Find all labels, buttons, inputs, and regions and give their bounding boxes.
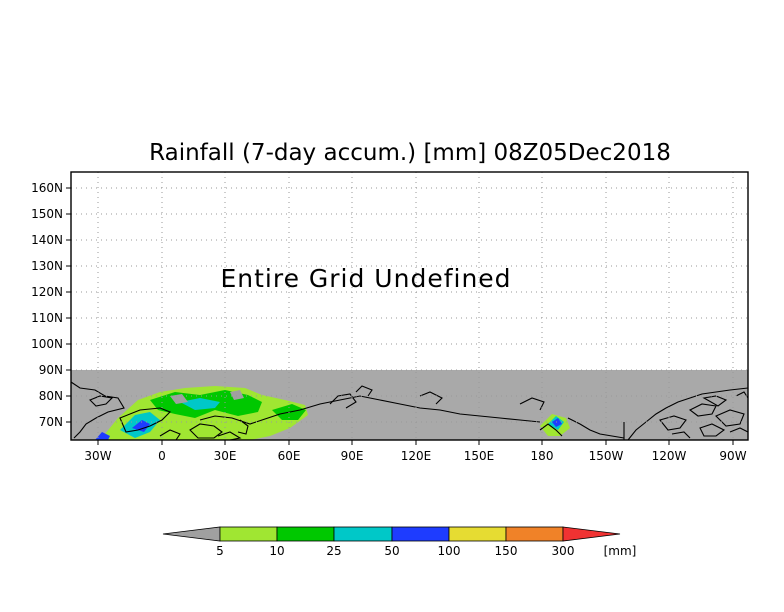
- colorbar-swatch: [219, 526, 278, 542]
- x-tick-label: 60E: [278, 449, 301, 463]
- y-tick-label: 130N: [31, 259, 63, 273]
- undefined-grid-message: Entire Grid Undefined: [220, 264, 511, 293]
- x-tick-label: 90E: [341, 449, 364, 463]
- tick-marks: [66, 187, 734, 445]
- x-tick-label: 180: [531, 449, 554, 463]
- x-tick-label: 120E: [401, 449, 432, 463]
- y-tick-label: 160N: [31, 181, 63, 195]
- colorbar-label: 100: [438, 544, 461, 558]
- map-title: Rainfall (7-day accum.) [mm] 08Z05Dec201…: [149, 140, 671, 166]
- colorbar-swatch: [448, 526, 507, 542]
- y-tick-label: 140N: [31, 233, 63, 247]
- x-tick-label: 30W: [84, 449, 111, 463]
- x-tick-label: 30E: [214, 449, 237, 463]
- x-tick-label: 120W: [652, 449, 687, 463]
- colorbar-swatch: [391, 526, 450, 542]
- y-tick-label: 120N: [31, 285, 63, 299]
- x-tick-label: 150W: [589, 449, 624, 463]
- colorbar-label: 150: [495, 544, 518, 558]
- y-tick-label: 80N: [39, 389, 63, 403]
- coastlines: [70, 381, 749, 441]
- y-tick-label: 150N: [31, 207, 63, 221]
- colorbar-swatch: [276, 526, 335, 542]
- colorbar-label: 10: [269, 544, 284, 558]
- colorbar: 5 10 25 50 100 150 300 [mm]: [162, 526, 637, 558]
- colorbar-unit-label: [mm]: [604, 544, 637, 558]
- y-tick-label: 90N: [39, 363, 63, 377]
- colorbar-swatch: [505, 526, 564, 542]
- x-tick-label: 150E: [464, 449, 495, 463]
- colorbar-label: 50: [384, 544, 399, 558]
- x-tick-label: 90W: [719, 449, 746, 463]
- map-frame: [70, 171, 749, 441]
- x-tick-label: 0: [158, 449, 166, 463]
- y-tick-label: 70N: [39, 415, 63, 429]
- colorbar-label: 5: [216, 544, 224, 558]
- colorbar-high-arrow: [562, 526, 621, 542]
- colorbar-low-arrow: [162, 526, 221, 542]
- y-tick-label: 100N: [31, 337, 63, 351]
- rain-patches: [95, 386, 570, 440]
- y-tick-label: 110N: [31, 311, 63, 325]
- y-axis-labels: 160N 150N 140N 130N 120N 110N 100N 90N 8…: [31, 181, 63, 429]
- colorbar-label: 300: [552, 544, 575, 558]
- map-panel: 160N 150N 140N 130N 120N 110N 100N 90N 8…: [31, 171, 749, 463]
- colorbar-swatch: [333, 526, 393, 542]
- x-axis-labels: 30W 0 30E 60E 90E 120E 150E 180 150W 120…: [84, 449, 746, 463]
- colorbar-label: 25: [326, 544, 341, 558]
